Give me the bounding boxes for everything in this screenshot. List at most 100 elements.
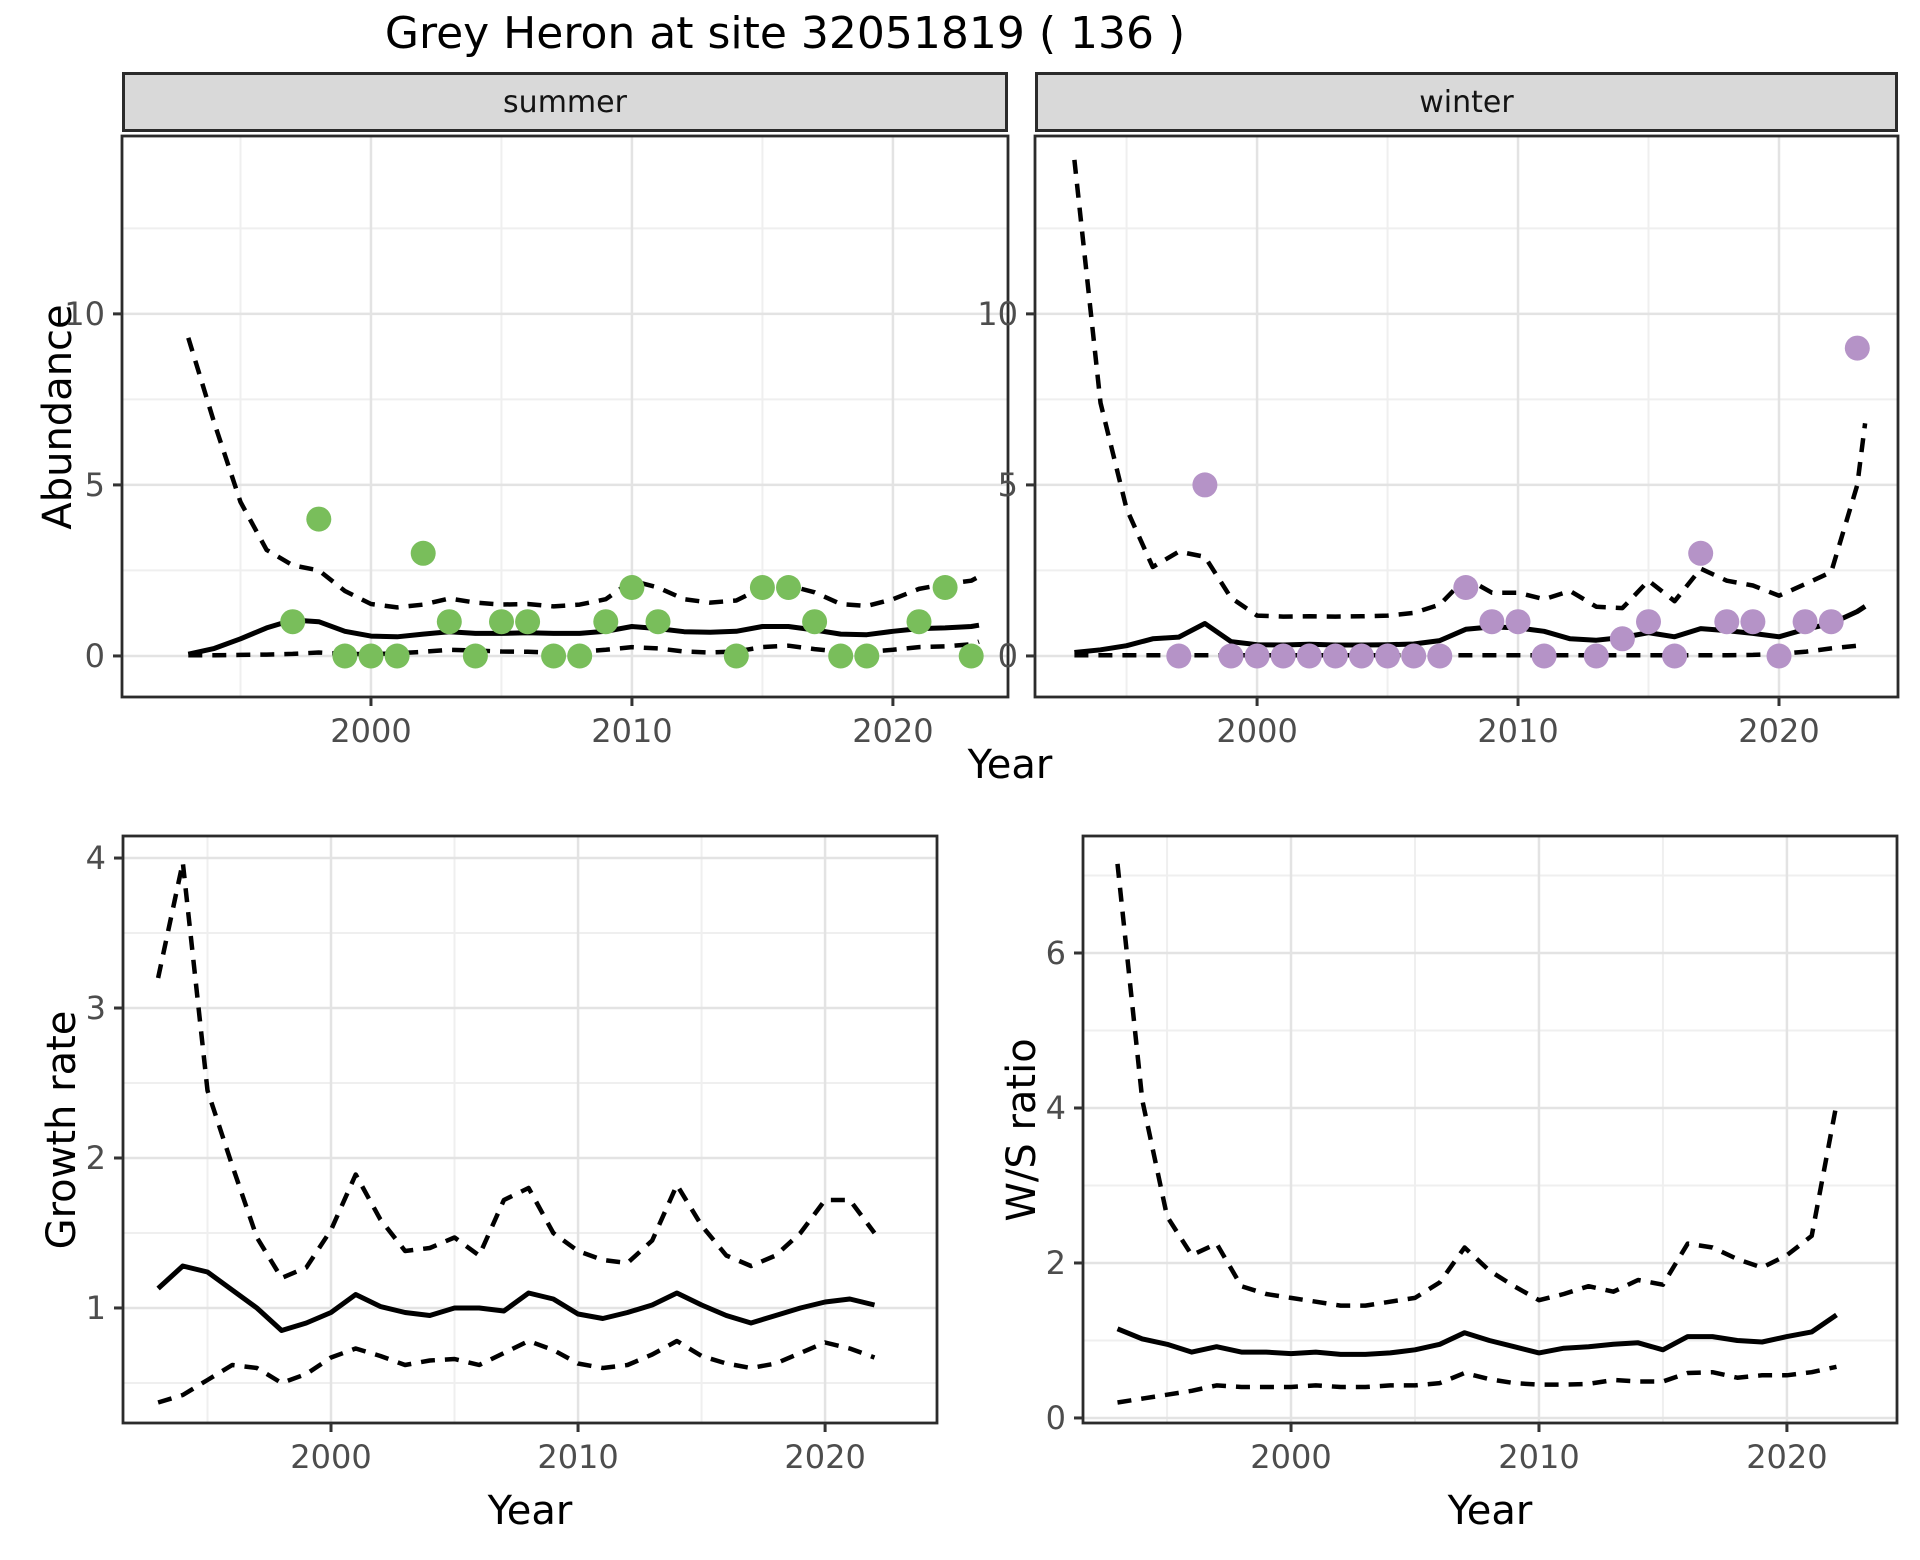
data-point <box>1427 643 1453 669</box>
data-point <box>749 575 775 600</box>
x-tick-label: 2020 <box>852 712 933 750</box>
panel-border <box>1033 134 1900 699</box>
data-point <box>776 575 801 600</box>
data-point <box>1714 609 1740 635</box>
data-point <box>1270 643 1296 669</box>
ci-lower-line <box>1074 642 1866 658</box>
y-tick-label: 0 <box>998 637 1018 675</box>
data-point <box>1583 643 1609 669</box>
data-point <box>1479 609 1505 635</box>
y-tick-label: 0 <box>1046 1399 1066 1437</box>
series-group-ws-ratio <box>1115 863 1839 1405</box>
data-point <box>567 643 593 669</box>
data-point <box>1844 335 1870 361</box>
ci-upper-line <box>1115 863 1839 1308</box>
x-tick-label: 2010 <box>1498 1438 1579 1476</box>
x-axis-title-year-top: Year <box>967 742 1053 788</box>
data-point <box>1322 643 1348 669</box>
x-tick-label: 2020 <box>1746 1438 1827 1476</box>
data-point <box>1192 472 1218 498</box>
data-point <box>1792 609 1818 635</box>
data-point <box>1375 643 1401 669</box>
data-point <box>1296 643 1322 669</box>
fit-line <box>187 617 980 657</box>
y-tick-label: 5 <box>998 466 1018 504</box>
y-tick-label: 6 <box>1046 934 1066 972</box>
data-point <box>619 575 645 600</box>
panel-border <box>121 834 939 1425</box>
x-tick-label: 2000 <box>290 1438 371 1476</box>
data-point <box>384 643 410 669</box>
x-tick-label: 2000 <box>330 712 411 750</box>
facet-strip-summer-label: summer <box>503 84 627 120</box>
page-title: Grey Heron at site 32051819 ( 136 ) <box>384 8 1186 59</box>
x-axis-title-year-growth: Year <box>487 1488 573 1534</box>
data-point <box>280 609 306 635</box>
data-point <box>1740 609 1766 635</box>
data-point <box>828 643 854 669</box>
ci-lower-line <box>1117 1364 1837 1405</box>
y-tick-label: 2 <box>1046 1244 1066 1282</box>
ci-lower-line <box>157 1338 876 1405</box>
y-tick-label: 2 <box>86 1139 106 1177</box>
data-point <box>358 643 384 669</box>
data-point <box>1531 643 1557 669</box>
data-point <box>1453 575 1479 600</box>
x-tick-label: 2000 <box>1250 1438 1331 1476</box>
data-point <box>436 609 462 635</box>
series-group-abundance-winter <box>1072 159 1870 669</box>
data-point <box>1688 540 1714 566</box>
data-point <box>489 609 514 635</box>
data-point <box>306 506 332 532</box>
data-point <box>906 609 932 635</box>
data-point <box>1218 643 1244 669</box>
ci-upper-line <box>186 337 981 610</box>
data-point <box>958 643 984 669</box>
series-group-growth-rate <box>155 860 877 1405</box>
data-point <box>1818 609 1844 635</box>
data-point <box>410 540 436 566</box>
panel-ws-ratio: 2000 2010 2020 0 2 4 6 <box>1046 834 1899 1476</box>
fit-line <box>1116 1312 1838 1357</box>
data-point <box>1244 643 1270 669</box>
facet-strip-summer: summer <box>122 72 1008 132</box>
data-point <box>1766 643 1792 669</box>
data-point <box>332 643 358 669</box>
panel-bg <box>1035 136 1898 697</box>
data-point <box>1609 626 1635 652</box>
panel-border <box>1081 834 1899 1425</box>
series-group-abundance-summer <box>186 337 984 669</box>
y-tick-label: 5 <box>85 466 105 504</box>
x-tick-label: 2020 <box>784 1438 865 1476</box>
data-point <box>1662 643 1688 669</box>
data-point <box>645 609 671 635</box>
data-point <box>1166 643 1192 669</box>
data-point <box>932 575 958 600</box>
x-axis-title-year-ws: Year <box>1447 1488 1533 1534</box>
x-tick-label: 2020 <box>1738 712 1819 750</box>
y-tick-label: 10 <box>64 295 105 333</box>
data-point <box>515 609 541 635</box>
panel-growth-rate: 2000 2010 2020 1 2 3 4 <box>86 834 939 1476</box>
data-point <box>1636 609 1661 635</box>
x-tick-label: 2010 <box>537 1438 618 1476</box>
panel-border <box>120 134 1010 699</box>
y-tick-label: 4 <box>1046 1089 1066 1127</box>
y-tick-label: 3 <box>86 989 106 1027</box>
y-tick-label: 4 <box>86 839 106 877</box>
x-tick-label: 2000 <box>1216 712 1297 750</box>
panel-bg <box>122 136 1008 697</box>
data-point <box>723 643 749 669</box>
data-point <box>1349 643 1374 669</box>
panel-bg <box>123 836 937 1423</box>
facet-strip-winter-label: winter <box>1419 84 1514 120</box>
data-point <box>593 609 619 635</box>
facet-strip-winter: winter <box>1035 72 1898 132</box>
x-tick-label: 2010 <box>1477 712 1558 750</box>
data-point <box>541 643 567 669</box>
y-tick-label: 0 <box>85 637 105 675</box>
data-point <box>1505 609 1531 635</box>
ci-upper-line <box>1072 159 1868 619</box>
data-point <box>462 643 488 669</box>
